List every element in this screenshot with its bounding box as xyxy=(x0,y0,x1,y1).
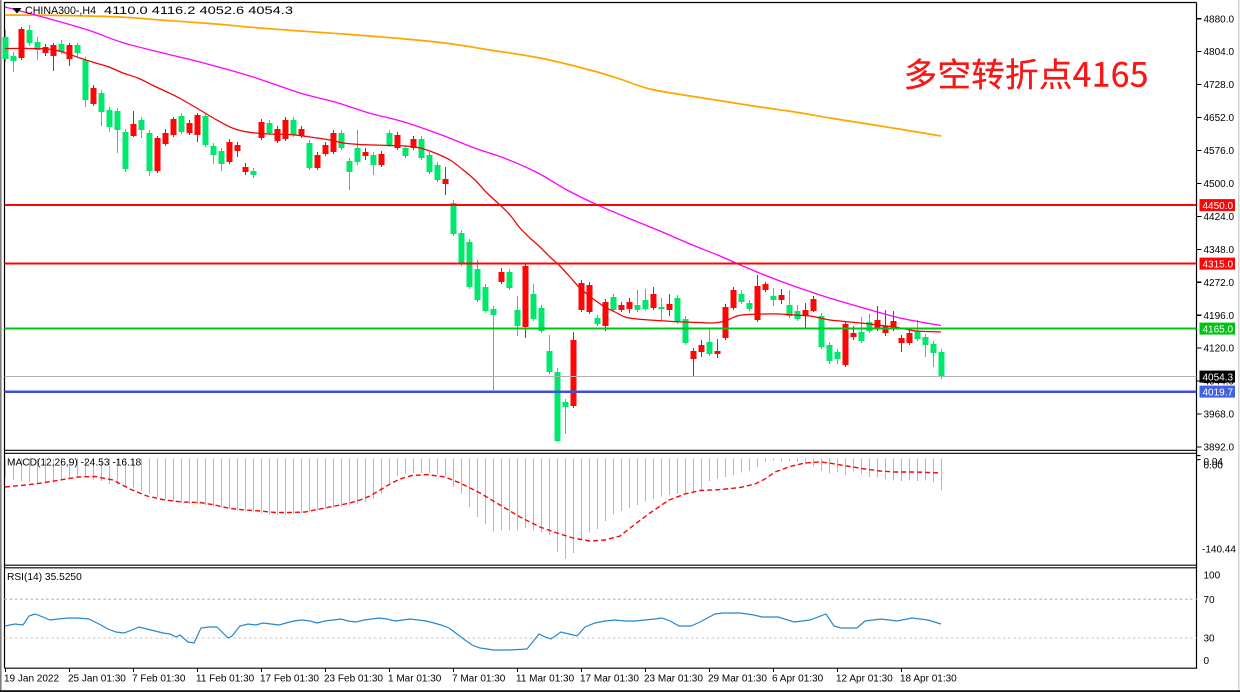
svg-text:12 Apr 01:30: 12 Apr 01:30 xyxy=(836,674,893,685)
svg-text:0.00: 0.00 xyxy=(1204,460,1224,471)
svg-text:11 Feb 01:30: 11 Feb 01:30 xyxy=(196,674,255,685)
svg-text:4880.0: 4880.0 xyxy=(1204,14,1235,25)
svg-text:23 Feb 01:30: 23 Feb 01:30 xyxy=(324,674,383,685)
svg-text:4348.0: 4348.0 xyxy=(1204,245,1235,256)
svg-text:CHINA300-,H4: CHINA300-,H4 xyxy=(25,5,96,17)
svg-text:30: 30 xyxy=(1204,634,1216,645)
svg-text:18 Apr 01:30: 18 Apr 01:30 xyxy=(900,674,957,685)
svg-text:6 Apr 01:30: 6 Apr 01:30 xyxy=(772,674,824,685)
svg-text:19 Jan 2022: 19 Jan 2022 xyxy=(4,674,59,685)
svg-text:0: 0 xyxy=(1204,656,1210,667)
svg-text:7 Mar 01:30: 7 Mar 01:30 xyxy=(452,674,506,685)
svg-text:-140.44: -140.44 xyxy=(1202,545,1236,556)
svg-text:29 Mar 01:30: 29 Mar 01:30 xyxy=(708,674,767,685)
svg-text:17 Feb 01:30: 17 Feb 01:30 xyxy=(260,674,319,685)
svg-text:0.04: 0.04 xyxy=(1204,457,1224,468)
svg-text:4054.3: 4054.3 xyxy=(1203,373,1234,384)
svg-text:4272.0: 4272.0 xyxy=(1204,278,1235,289)
svg-text:MACD(12,26,9) -24.53 -16.18: MACD(12,26,9) -24.53 -16.18 xyxy=(7,458,142,469)
svg-text:4165.0: 4165.0 xyxy=(1203,325,1234,336)
svg-text:4110.0 4116.2 4052.6 4054.3: 4110.0 4116.2 4052.6 4054.3 xyxy=(104,5,293,17)
svg-text:4424.0: 4424.0 xyxy=(1204,212,1235,223)
svg-text:1 Mar 01:30: 1 Mar 01:30 xyxy=(388,674,442,685)
svg-text:17 Mar 01:30: 17 Mar 01:30 xyxy=(580,674,639,685)
svg-text:4315.0: 4315.0 xyxy=(1203,260,1234,271)
svg-text:4500.0: 4500.0 xyxy=(1204,179,1235,190)
svg-text:4576.0: 4576.0 xyxy=(1204,146,1235,157)
svg-text:100: 100 xyxy=(1204,570,1221,581)
svg-text:4728.0: 4728.0 xyxy=(1204,80,1235,91)
svg-text:11 Mar 01:30: 11 Mar 01:30 xyxy=(516,674,575,685)
svg-text:70: 70 xyxy=(1204,595,1216,606)
svg-text:4652.0: 4652.0 xyxy=(1204,113,1235,124)
svg-text:4196.0: 4196.0 xyxy=(1204,311,1235,322)
svg-text:4019.7: 4019.7 xyxy=(1203,388,1234,399)
svg-text:3968.0: 3968.0 xyxy=(1204,410,1235,421)
svg-text:3892.0: 3892.0 xyxy=(1204,443,1235,454)
svg-text:7 Feb 01:30: 7 Feb 01:30 xyxy=(132,674,186,685)
svg-text:4450.0: 4450.0 xyxy=(1203,201,1234,212)
svg-text:23 Mar 01:30: 23 Mar 01:30 xyxy=(644,674,703,685)
svg-text:4804.0: 4804.0 xyxy=(1204,47,1235,58)
svg-text:25 Jan 01:30: 25 Jan 01:30 xyxy=(68,674,126,685)
svg-text:4120.0: 4120.0 xyxy=(1204,344,1235,355)
svg-text:RSI(14) 35.5250: RSI(14) 35.5250 xyxy=(7,572,82,583)
